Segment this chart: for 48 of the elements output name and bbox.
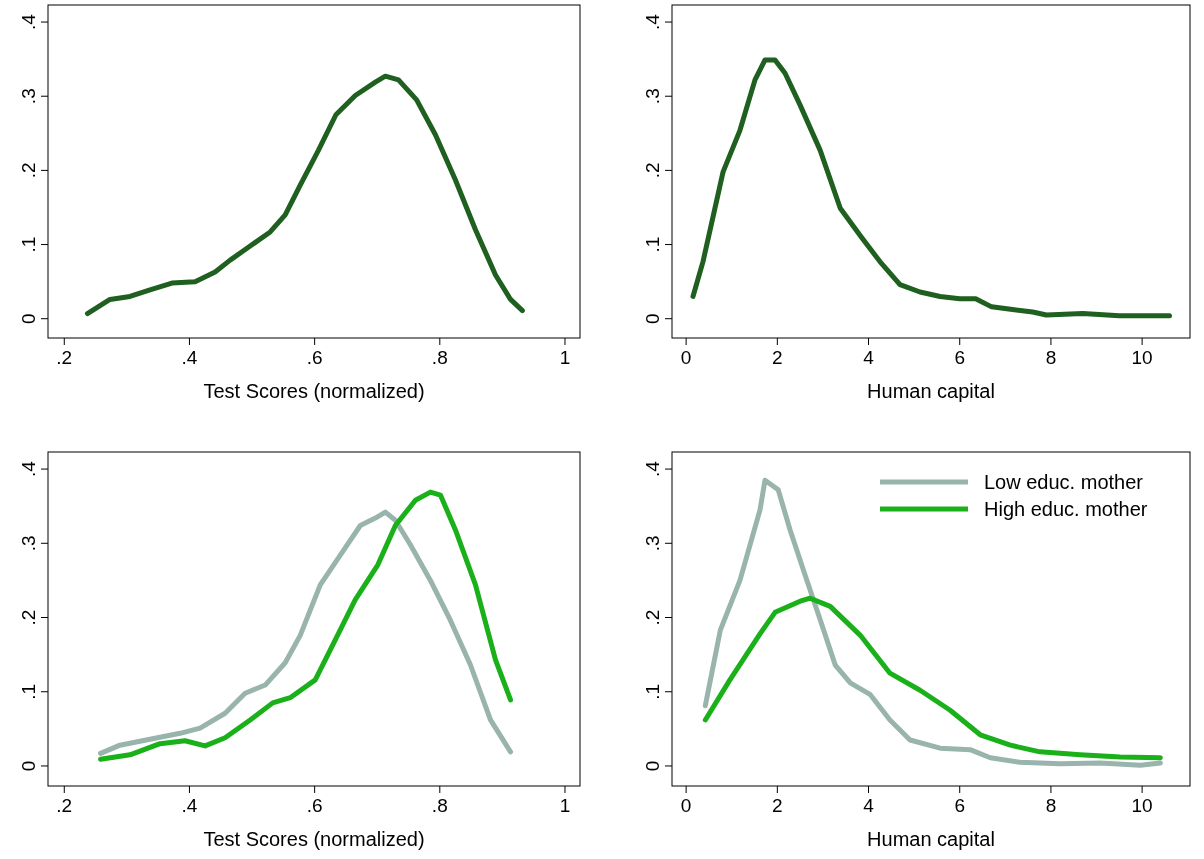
x-tick-label: 10 xyxy=(1131,795,1153,816)
legend-label: Low educ. mother xyxy=(984,471,1144,493)
x-tick-label: 0 xyxy=(680,795,692,816)
y-tick-label: .2 xyxy=(18,609,39,626)
x-tick-label: 0 xyxy=(680,347,692,368)
x-tick-label: 6 xyxy=(954,347,966,368)
x-tick-label: 1 xyxy=(559,347,571,368)
y-tick-label: .3 xyxy=(642,88,663,105)
y-tick-label: .2 xyxy=(642,162,663,179)
y-tick-label: .1 xyxy=(18,683,39,700)
y-tick-label: 0 xyxy=(642,313,663,325)
y-tick-label: .3 xyxy=(18,535,39,552)
x-tick-label: .2 xyxy=(56,795,73,816)
y-tick-label: .4 xyxy=(642,13,663,30)
x-tick-label: .8 xyxy=(431,795,448,816)
legend-label: High educ. mother xyxy=(984,498,1148,520)
x-axis-title: Test Scores (normalized) xyxy=(203,828,425,850)
y-tick-label: .1 xyxy=(18,236,39,253)
x-axis-title: Test Scores (normalized) xyxy=(203,380,425,402)
y-tick-label: .4 xyxy=(642,460,663,477)
y-tick-label: .3 xyxy=(642,535,663,552)
y-tick-label: .4 xyxy=(18,13,39,30)
y-tick-label: 0 xyxy=(18,760,39,772)
y-tick-label: .3 xyxy=(18,88,39,105)
x-tick-label: .8 xyxy=(431,347,448,368)
x-tick-label: .4 xyxy=(181,347,198,368)
y-tick-label: 0 xyxy=(642,760,663,772)
x-tick-label: .6 xyxy=(306,347,323,368)
x-tick-label: .6 xyxy=(306,795,323,816)
y-tick-label: .4 xyxy=(18,460,39,477)
x-tick-label: 4 xyxy=(863,347,875,368)
x-tick-label: 2 xyxy=(772,795,783,816)
x-tick-label: 2 xyxy=(772,347,783,368)
x-axis-title: Human capital xyxy=(867,380,995,402)
x-tick-label: 4 xyxy=(863,795,875,816)
y-tick-label: .2 xyxy=(18,162,39,179)
x-tick-label: 8 xyxy=(1045,795,1057,816)
x-tick-label: 1 xyxy=(559,795,571,816)
x-axis-title: Human capital xyxy=(867,828,995,850)
x-tick-label: 8 xyxy=(1045,347,1057,368)
x-tick-label: 6 xyxy=(954,795,966,816)
x-tick-label: 10 xyxy=(1131,347,1153,368)
x-tick-label: .4 xyxy=(181,795,198,816)
x-tick-label: .2 xyxy=(56,347,73,368)
y-tick-label: 0 xyxy=(18,313,39,325)
y-tick-label: .1 xyxy=(642,683,663,700)
y-tick-label: .1 xyxy=(642,236,663,253)
y-tick-label: .2 xyxy=(642,609,663,626)
